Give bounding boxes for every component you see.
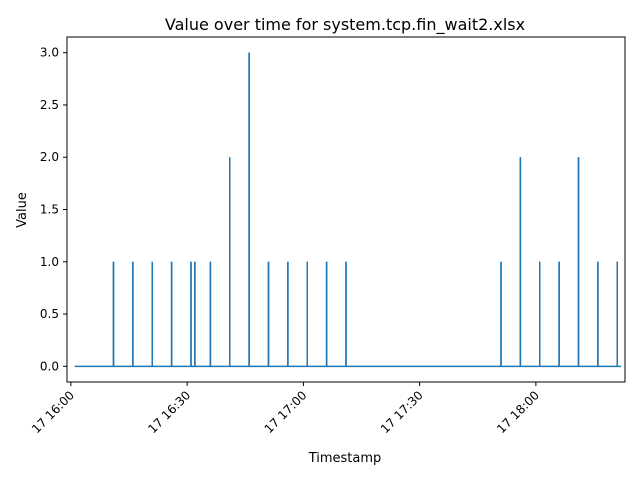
- y-tick-label: 2.5: [40, 98, 59, 112]
- y-axis-ticks: 0.0 0.5 1.0 1.5 2.0 2.5 3.0: [40, 46, 67, 373]
- plot-frame: [66, 36, 626, 383]
- y-tick-label: 1.5: [40, 203, 59, 217]
- x-axis-label: Timestamp: [308, 451, 382, 466]
- y-axis-label: Value: [15, 192, 30, 228]
- chart-title: Value over time for system.tcp.fin_wait2…: [165, 15, 525, 35]
- y-tick-label: 0.5: [40, 307, 59, 321]
- y-tick-label: 3.0: [40, 46, 59, 60]
- y-tick-label: 2.0: [40, 150, 59, 164]
- y-tick-label: 0.0: [40, 359, 59, 373]
- y-tick-label: 1.0: [40, 255, 59, 269]
- plot-area: [74, 52, 622, 368]
